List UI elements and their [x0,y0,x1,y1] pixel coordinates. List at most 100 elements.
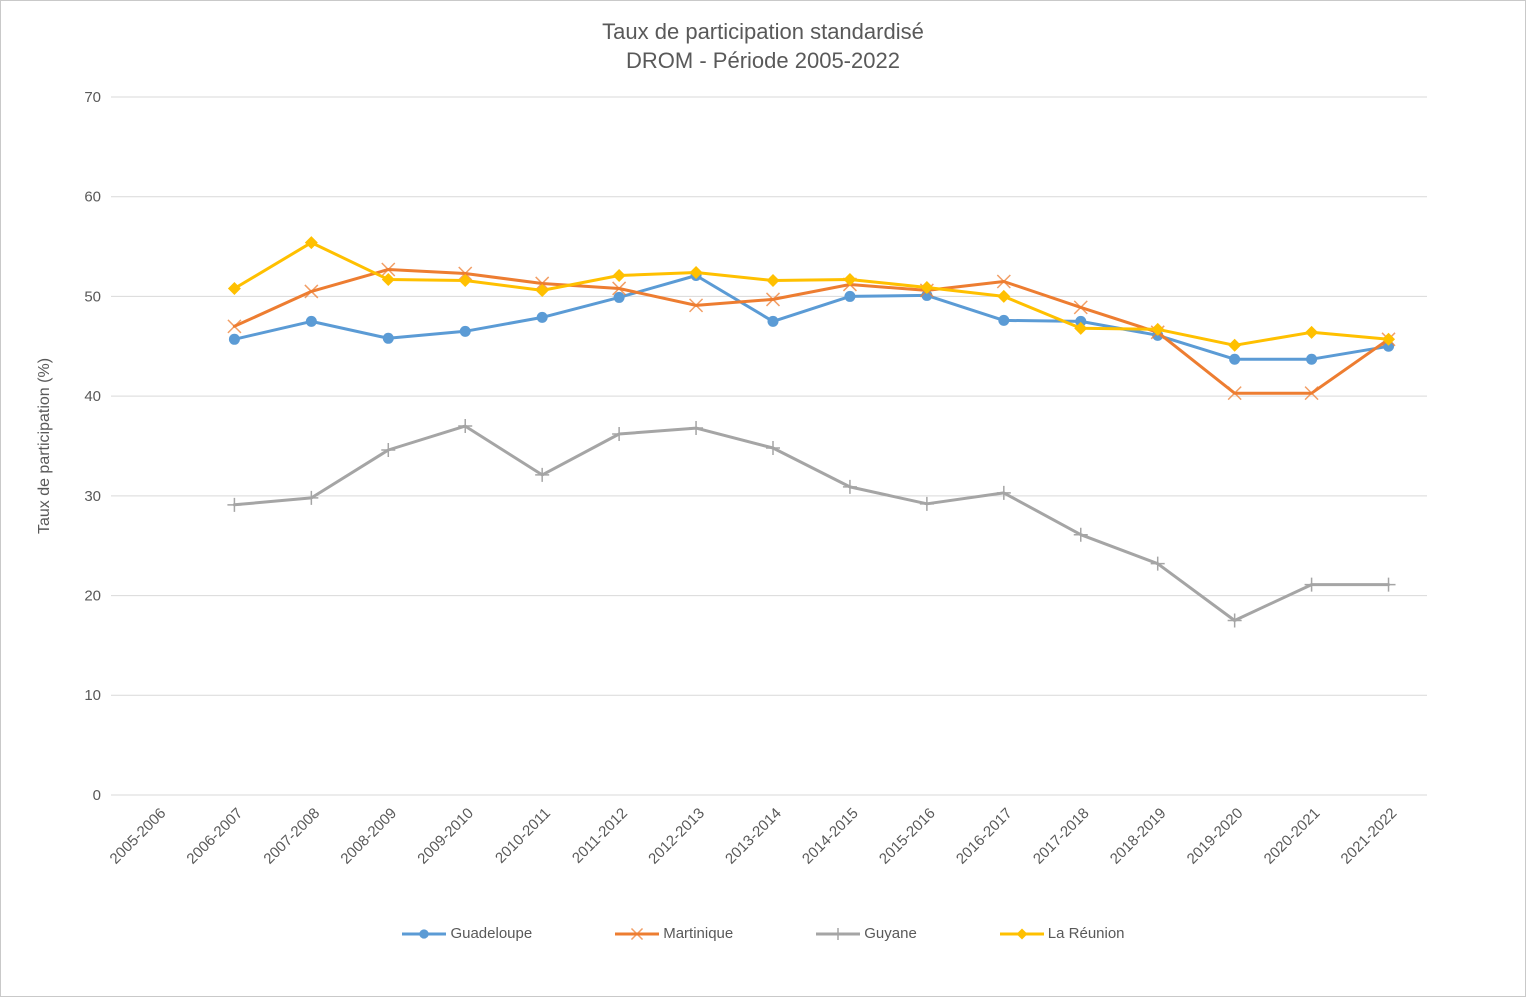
x-tick-label: 2005-2006 [107,805,170,868]
marker-guyane [612,427,627,442]
marker-guadeloupe [844,290,856,302]
marker-guyane [919,496,934,511]
marker-guadeloupe [305,315,317,327]
marker-guyane [842,479,857,494]
legend-mark-guyane [832,927,845,940]
legend-mark-martinique [631,927,644,940]
marker-la-reunion [997,289,1011,303]
marker-martinique [996,274,1011,289]
marker-martinique [535,276,550,291]
marker-guyane [1304,577,1319,592]
x-tick-label: 2009-2010 [414,805,477,868]
marker-guyane [1073,527,1088,542]
y-tick-label: 70 [84,89,101,106]
marker-guadeloupe [613,291,625,303]
legend-item-guyane: Guyane [815,925,917,942]
marker-guyane [766,440,780,455]
gridlines [111,96,1427,796]
series-la-reunion [227,236,1396,352]
marker-guyane [458,419,473,434]
x-tick-label: 2008-2009 [337,805,400,868]
marker-martinique [765,292,781,307]
marker-la-reunion [304,236,318,250]
legend-marker-guyane [816,927,861,940]
chart-title-line1: Taux de participation standardisé [602,19,924,44]
marker-la-reunion [843,272,857,286]
series-line-la-reunion [232,241,1390,347]
marker-guyane [227,497,242,512]
legend-marker-la-reunion [999,927,1044,940]
marker-guadeloupe [382,332,394,344]
y-tick-label: 20 [84,588,101,605]
y-axis-title: Taux de participation (%) [36,358,53,534]
legend-item-guadeloupe: Guadeloupe [401,925,532,942]
marker-guyane [1381,577,1396,592]
x-tick-label: 2021-2022 [1338,805,1401,868]
marker-la-reunion [1074,321,1088,335]
marker-la-reunion [227,281,241,295]
marker-martinique [381,262,396,277]
marker-guyane [1150,556,1165,571]
y-tick-label: 60 [84,189,101,206]
marker-martinique [1073,300,1088,315]
x-tick-label: 2015-2016 [876,805,939,868]
legend-mark-la-reunion [1016,927,1028,940]
x-axis-tick-labels: 2005-2006 2006-2007 2007-2008 2008-2009 2009… [107,805,1401,868]
marker-guyane [304,490,319,505]
x-tick-label: 2007-2008 [260,805,323,868]
x-tick-label: 2019-2020 [1184,805,1247,868]
x-tick-label: 2014-2015 [799,805,862,868]
marker-la-reunion [920,280,934,294]
marker-guyane [689,421,704,436]
marker-la-reunion [1228,338,1242,352]
marker-la-reunion [612,268,626,282]
marker-martinique [304,284,319,299]
marker-la-reunion [689,265,703,279]
series-guyane [227,419,1396,628]
marker-la-reunion [1382,332,1396,346]
marker-la-reunion [381,272,395,286]
x-tick-label: 2016-2017 [953,805,1016,868]
marker-la-reunion [1305,325,1319,339]
y-tick-label: 10 [84,687,101,704]
x-tick-label: 2017-2018 [1030,805,1093,868]
x-tick-label: 2010-2011 [492,805,554,867]
legend-marker-guadeloupe [402,928,447,939]
series-line-guyane [232,424,1390,622]
marker-guyane [996,485,1011,500]
marker-guadeloupe [536,311,548,323]
marker-guadeloupe [767,315,779,327]
legend-label-martinique: Martinique [663,925,734,942]
marker-martinique [1304,386,1319,401]
marker-la-reunion [766,273,780,287]
marker-guyane [1227,613,1242,628]
legend-label-guadeloupe: Guadeloupe [450,925,533,942]
series-line-martinique [232,268,1390,395]
legend-item-martinique: Martinique [614,925,733,942]
marker-martinique [458,266,473,281]
legend-label-guyane: Guyane [864,925,917,942]
marker-guyane [381,442,396,457]
x-tick-label: 2018-2019 [1107,805,1170,868]
marker-la-reunion [458,273,472,287]
series-martinique [227,262,1396,401]
marker-martinique [612,281,627,296]
chart-legend: Guadeloupe Martinique Guyane La Réunion [1,925,1525,942]
legend-mark-guadeloupe [419,928,430,939]
marker-guadeloupe [228,333,240,345]
chart-title: Taux de participation standardisé DROM -… [1,17,1525,75]
y-tick-label: 50 [84,288,101,305]
marker-martinique [1227,386,1242,401]
series-guadeloupe [228,269,1395,365]
marker-guadeloupe [998,314,1010,326]
y-tick-label: 0 [93,787,101,804]
legend-label-la-reunion: La Réunion [1047,925,1125,942]
legend-item-la-reunion: La Réunion [999,925,1125,942]
marker-la-reunion [535,283,549,297]
x-tick-label: 2006-2007 [183,805,246,868]
data-series [227,236,1396,628]
y-axis-tick-labels: 0 10 20 30 40 50 60 70 [84,89,101,804]
marker-guyane [535,467,550,482]
